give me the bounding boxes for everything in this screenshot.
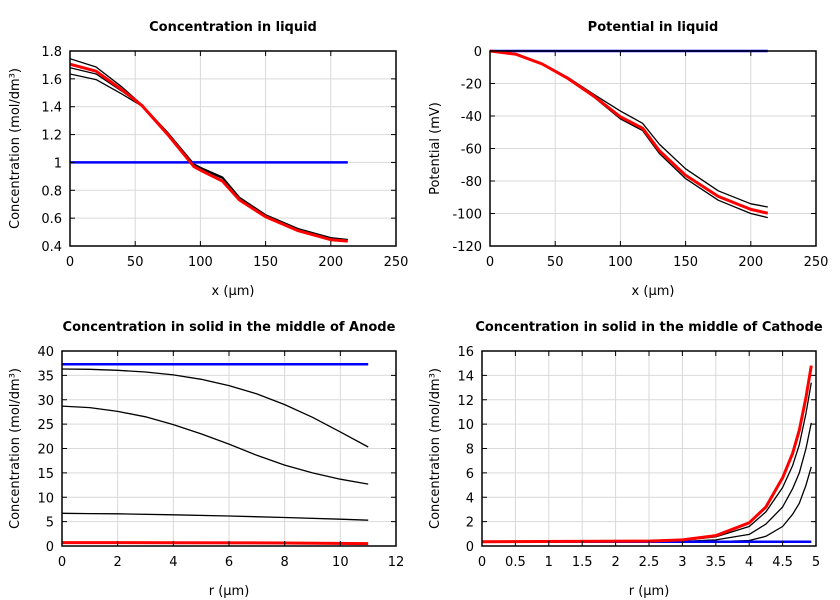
- series-line-red: [62, 541, 369, 546]
- y-tick-label: 6: [466, 467, 474, 482]
- x-axis-label: r (µm): [209, 584, 250, 599]
- y-tick-label: 1.8: [41, 45, 62, 60]
- y-tick-label: 0.8: [41, 184, 62, 199]
- chart-title: Concentration in solid in the middle of …: [475, 320, 823, 335]
- series-line-black: [482, 466, 812, 543]
- y-tick-label: 20: [37, 443, 54, 458]
- y-tick-label: 15: [37, 467, 54, 482]
- y-tick-label: 40: [37, 345, 54, 360]
- y-tick-label: 2: [466, 516, 474, 531]
- y-axis-label: Concentration (mol/dm³): [428, 368, 443, 529]
- chart-title: Potential in liquid: [588, 20, 719, 35]
- y-tick-label: 8: [466, 443, 474, 458]
- x-tick-label: 12: [388, 555, 405, 570]
- x-tick-label: 150: [673, 255, 698, 270]
- series-line-black: [70, 67, 348, 241]
- x-tick-label: 200: [738, 255, 763, 270]
- y-tick-label: 0: [46, 540, 54, 555]
- subplot-3: 0 2 4 6 8 10 12 0 5 10 15 20 25 30 35 40 Concentration i…: [8, 320, 404, 599]
- y-axis-label: Concentration (mol/dm³): [8, 368, 23, 529]
- x-tick-label: 1: [545, 555, 553, 570]
- x-tick-label: 150: [253, 255, 278, 270]
- y-tick-label: -60: [461, 143, 482, 158]
- series-line-black: [70, 58, 348, 241]
- x-tick-label: 200: [318, 255, 343, 270]
- x-tick-label: 4: [169, 555, 177, 570]
- y-tick-label: -120: [452, 240, 482, 255]
- y-tick-label: 35: [37, 369, 54, 384]
- series-line-red: [70, 62, 348, 243]
- x-tick-label: 100: [608, 255, 633, 270]
- x-tick-label: 6: [225, 555, 233, 570]
- series-line-black: [62, 512, 369, 521]
- x-tick-label: 100: [188, 255, 213, 270]
- y-tick-label: -20: [461, 78, 482, 93]
- y-tick-label: 1.6: [41, 73, 62, 88]
- x-tick-label: 5: [812, 555, 820, 570]
- y-tick-label: 0: [474, 45, 482, 60]
- x-tick-label: 4.5: [772, 555, 793, 570]
- x-tick-label: 2.5: [639, 555, 660, 570]
- y-tick-label: 0.4: [41, 240, 62, 255]
- x-tick-label: 0: [486, 255, 494, 270]
- series-line-red: [482, 365, 813, 544]
- y-tick-label: 10: [457, 418, 474, 433]
- plot-frame: [69, 50, 397, 247]
- series-line-black: [482, 382, 812, 543]
- x-tick-label: 50: [547, 255, 564, 270]
- x-tick-label: 50: [127, 255, 144, 270]
- x-tick-label: 2: [611, 555, 619, 570]
- y-tick-label: 12: [457, 394, 474, 409]
- x-tick-label: 10: [332, 555, 349, 570]
- chart-title: Concentration in solid in the middle of …: [63, 320, 396, 335]
- y-tick-label: -100: [452, 208, 482, 223]
- x-tick-label: 0.5: [505, 555, 526, 570]
- y-tick-label: -40: [461, 110, 482, 125]
- subplot-4: 0 0.5 1 1.5 2 2.5 3 3.5 4 4.5 50246810121416Concen…: [428, 320, 823, 599]
- y-tick-label: 10: [37, 491, 54, 506]
- x-tick-label: 1.5: [572, 555, 593, 570]
- x-tick-label: 3: [678, 555, 686, 570]
- y-tick-label: 0: [466, 540, 474, 555]
- series-line-red: [490, 49, 769, 215]
- x-tick-label: 250: [384, 255, 409, 270]
- y-tick-label: 30: [37, 394, 54, 409]
- y-tick-label: 1.4: [41, 101, 62, 116]
- chart-title: Concentration in liquid: [149, 20, 317, 35]
- x-axis-label: x (µm): [212, 284, 255, 299]
- y-tick-label: 1.2: [41, 129, 62, 144]
- series-line-black: [62, 405, 369, 485]
- y-axis-label: Concentration (mol/dm³): [8, 68, 23, 229]
- series-line-black: [70, 73, 348, 241]
- series-line-black: [62, 368, 369, 448]
- x-axis-label: x (µm): [632, 284, 675, 299]
- y-tick-label: 25: [37, 418, 54, 433]
- y-tick-label: -80: [461, 175, 482, 190]
- y-axis-label: Potential (mV): [428, 102, 443, 195]
- x-tick-label: 2: [114, 555, 122, 570]
- x-tick-label: 8: [281, 555, 289, 570]
- subplot-1: 0 50 100 150 200 250 0.4 0.6 0.8 1 1.2 1.4 1.6 1.8 Con…: [8, 20, 408, 299]
- series-line-black: [490, 50, 768, 208]
- y-tick-label: 16: [457, 345, 474, 360]
- y-tick-label: 5: [46, 516, 54, 531]
- y-tick-label: 1: [54, 156, 62, 171]
- x-axis-label: r (µm): [629, 584, 670, 599]
- x-tick-label: 250: [804, 255, 829, 270]
- y-tick-label: 0.6: [41, 212, 62, 227]
- series-line-black: [490, 50, 768, 219]
- subplot-2: 0 50 100 150 200 250 -120 -100 -80 -60 -40 -20 0 Pote…: [428, 20, 828, 299]
- x-tick-label: 4: [745, 555, 753, 570]
- x-tick-label: 0: [58, 555, 66, 570]
- y-tick-label: 14: [457, 369, 474, 384]
- x-tick-label: 3.5: [705, 555, 726, 570]
- series-line-black: [482, 422, 812, 543]
- x-tick-label: 0: [66, 255, 74, 270]
- y-tick-label: 4: [466, 491, 474, 506]
- x-tick-label: 0: [478, 555, 486, 570]
